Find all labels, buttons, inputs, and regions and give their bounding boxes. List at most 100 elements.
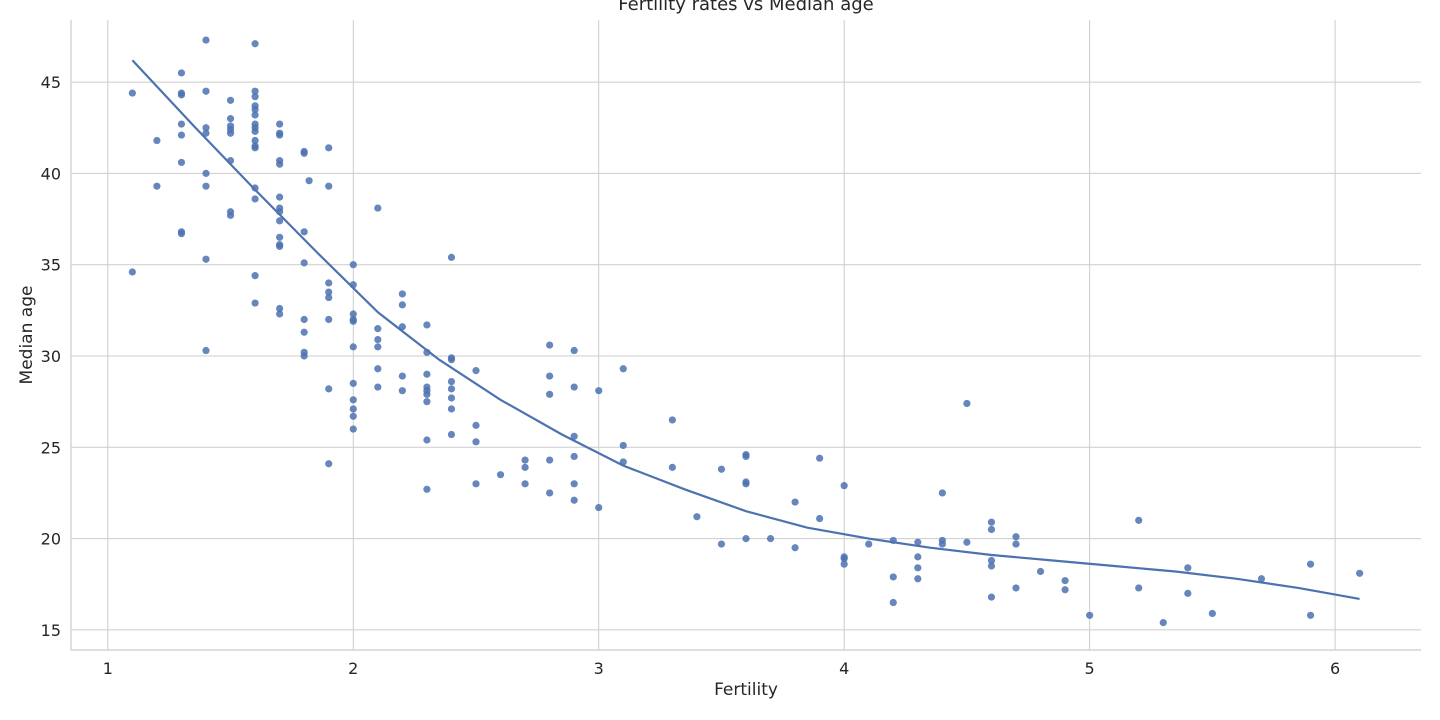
data-point: [619, 365, 627, 373]
data-point: [987, 562, 996, 570]
data-point: [202, 346, 210, 355]
data-point: [914, 538, 922, 546]
data-point: [202, 129, 210, 137]
regression-line: [131, 59, 1360, 600]
data-point: [889, 573, 897, 581]
data-point: [1184, 589, 1192, 597]
data-point: [325, 288, 333, 296]
data-point: [496, 471, 505, 479]
data-point: [1135, 584, 1143, 592]
data-point: [1306, 560, 1315, 568]
data-point: [619, 441, 627, 450]
gridlines: [71, 20, 1421, 650]
data-point: [423, 390, 431, 398]
data-point: [987, 525, 996, 534]
data-point: [202, 169, 210, 177]
x-tick-label: 4: [839, 659, 849, 678]
chart-title: Fertility rates vs Median age: [618, 0, 874, 15]
data-point: [447, 430, 456, 439]
data-point: [987, 593, 996, 601]
data-point: [251, 93, 259, 101]
data-point: [1184, 564, 1192, 572]
data-point: [1257, 575, 1266, 583]
data-point: [1012, 533, 1020, 541]
data-point: [374, 383, 382, 391]
data-point: [128, 268, 136, 276]
data-point: [865, 540, 873, 548]
data-point: [546, 390, 554, 398]
data-point: [153, 182, 161, 190]
data-point: [177, 120, 186, 128]
data-point: [423, 485, 431, 493]
data-point: [226, 129, 235, 137]
data-point: [521, 456, 529, 464]
data-point: [251, 299, 259, 307]
data-point: [276, 242, 284, 251]
data-point: [546, 341, 554, 349]
data-point: [177, 230, 186, 238]
data-point: [349, 261, 357, 269]
data-point: [472, 480, 480, 488]
data-point: [717, 465, 726, 473]
data-point: [349, 425, 357, 433]
data-point: [840, 555, 848, 563]
y-tick-label: 20: [41, 530, 61, 549]
data-point: [349, 310, 357, 318]
data-point: [546, 456, 554, 464]
data-point: [300, 328, 308, 336]
data-point: [398, 301, 406, 309]
data-point: [398, 372, 406, 380]
data-point: [398, 387, 406, 395]
data-point: [963, 538, 971, 546]
data-point: [349, 317, 357, 325]
x-tick-label: 6: [1330, 659, 1340, 678]
data-point: [521, 480, 529, 488]
data-point: [889, 598, 897, 607]
data-point: [570, 432, 578, 440]
data-point: [300, 259, 308, 267]
data-point: [276, 217, 284, 225]
data-point: [1061, 586, 1069, 594]
data-point: [177, 91, 186, 99]
data-point: [251, 111, 259, 119]
data-point: [226, 115, 235, 123]
data-point: [251, 136, 259, 145]
data-point: [177, 158, 186, 167]
data-point: [300, 228, 308, 236]
data-point: [300, 315, 308, 324]
data-point: [325, 182, 333, 190]
data-point: [398, 290, 406, 298]
data-point: [128, 89, 136, 97]
data-point: [276, 131, 284, 139]
data-point: [546, 489, 554, 497]
data-point: [251, 195, 259, 203]
data-point: [1012, 540, 1020, 548]
data-point: [570, 496, 578, 504]
y-axis-label: Median age: [17, 285, 37, 385]
data-point: [202, 182, 210, 190]
data-point: [963, 399, 971, 408]
data-point: [570, 480, 578, 488]
data-point: [153, 136, 161, 145]
data-point: [570, 346, 578, 355]
data-point: [177, 69, 186, 77]
data-point: [276, 193, 284, 201]
data-point: [202, 124, 210, 132]
data-point: [840, 482, 848, 490]
data-point: [840, 560, 848, 568]
data-point: [1306, 611, 1315, 619]
data-point: [1356, 569, 1364, 577]
data-point: [742, 452, 750, 461]
data-point: [325, 385, 333, 393]
data-point: [374, 335, 382, 344]
data-point: [472, 421, 480, 429]
data-point: [816, 514, 824, 523]
data-point: [349, 396, 357, 404]
data-point: [1159, 619, 1167, 627]
data-point: [1012, 584, 1020, 592]
data-point: [546, 372, 554, 380]
data-point: [668, 416, 676, 424]
data-point: [1208, 609, 1216, 618]
data-point: [300, 149, 308, 157]
data-point: [742, 535, 750, 543]
